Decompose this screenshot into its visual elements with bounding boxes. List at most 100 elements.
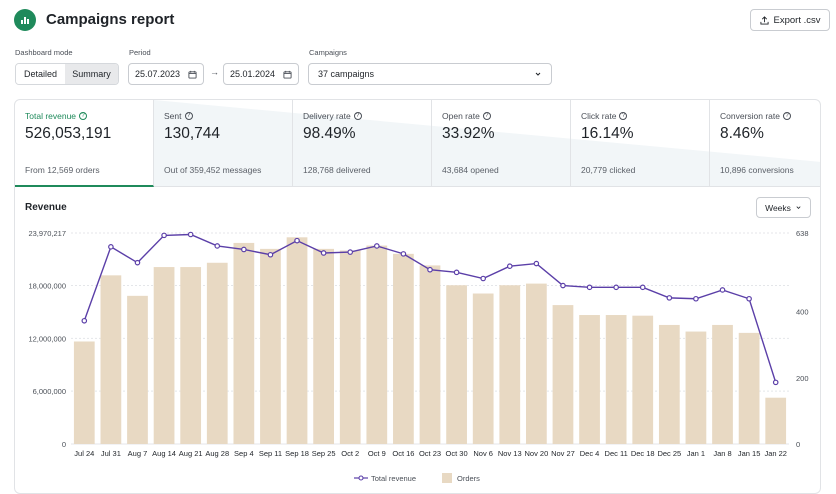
export-csv-button[interactable]: Export .csv [750, 9, 830, 31]
x-tick-label: Aug 28 [205, 449, 229, 458]
bar-orders [712, 324, 733, 444]
metric-value: 8.46% [720, 125, 764, 142]
bar-orders [446, 285, 467, 444]
bar-orders [579, 315, 600, 444]
granularity-value: Weeks [765, 202, 791, 213]
help-icon: ? [79, 112, 88, 120]
metric-label: Open rate [442, 111, 480, 121]
point-total-revenue [374, 243, 380, 249]
y-right-tick-label: 200 [796, 374, 809, 383]
metric-value: 526,053,191 [25, 125, 112, 142]
bar-orders [525, 283, 547, 444]
point-total-revenue [108, 244, 114, 250]
point-total-revenue [719, 287, 726, 293]
legend-label: Total revenue [371, 474, 416, 483]
x-tick-label: Jan 22 [764, 449, 787, 458]
date-from-input[interactable]: 25.07.2023 [128, 63, 204, 85]
metric-delivery-rate[interactable]: Delivery rate? 98.49% 128,768 delivered [293, 100, 432, 186]
x-tick-label: Dec 11 [605, 449, 628, 458]
help-icon: ? [619, 112, 628, 120]
mode-detailed-option[interactable]: Detailed [16, 64, 65, 84]
metric-sub: 10,896 conversions [720, 165, 794, 175]
y-left-tick-label: 23,970,217 [28, 229, 66, 238]
x-tick-label: Nov 6 [473, 449, 493, 458]
point-total-revenue [400, 251, 407, 257]
dashboard-mode-label: Dashboard mode [15, 48, 73, 57]
bar-orders [153, 267, 175, 444]
point-total-revenue [294, 237, 300, 244]
bar-orders [313, 248, 335, 444]
metric-value: 16.14% [581, 125, 634, 142]
metric-label: Click rate [581, 111, 617, 121]
metric-sub: 43,684 opened [442, 165, 499, 175]
x-tick-label: Nov 27 [551, 449, 575, 458]
bar-orders [685, 331, 707, 444]
y-right-tick-label: 400 [796, 308, 809, 317]
point-total-revenue [506, 263, 513, 269]
y-right-tick-label: 0 [796, 440, 800, 449]
point-total-revenue [639, 284, 646, 291]
bar-orders [765, 397, 787, 444]
bar-orders [499, 285, 521, 444]
bar-orders [180, 267, 202, 444]
point-total-revenue [533, 260, 540, 267]
bar-orders [658, 324, 680, 444]
bar-orders [339, 250, 361, 444]
chart-title: Revenue [25, 202, 67, 213]
bar-orders [472, 293, 494, 444]
bar-orders [552, 305, 574, 444]
metrics-background-shape [154, 100, 820, 186]
chart-bar-logo-icon [14, 9, 36, 31]
point-total-revenue [241, 246, 247, 253]
dashboard-mode-toggle[interactable]: Detailed Summary [15, 63, 119, 85]
legend-line-marker [358, 475, 364, 481]
point-total-revenue [267, 251, 274, 258]
x-tick-label: Jul 31 [101, 449, 121, 458]
point-total-revenue [772, 379, 779, 386]
y-left-tick-label: 12,000,000 [28, 334, 66, 343]
bar-orders [632, 315, 654, 444]
chevron-down-icon [796, 206, 801, 209]
x-tick-label: Sep 4 [234, 449, 254, 458]
point-total-revenue [560, 282, 566, 289]
bar-orders [366, 245, 388, 444]
metric-value: 33.92% [442, 125, 495, 142]
point-total-revenue [134, 259, 141, 266]
x-tick-label: Jan 1 [687, 449, 705, 458]
x-tick-label: Dec 4 [580, 449, 600, 458]
point-total-revenue [214, 243, 221, 249]
page-title: Campaigns report [46, 11, 175, 28]
point-total-revenue [81, 317, 88, 324]
metric-open-rate[interactable]: Open rate? 33.92% 43,684 opened [432, 100, 571, 186]
x-tick-label: Dec 25 [657, 449, 681, 458]
campaigns-label: Campaigns [309, 48, 347, 57]
metric-conversion-rate[interactable]: Conversion rate? 8.46% 10,896 conversion… [710, 100, 820, 186]
date-to-input[interactable]: 25.01.2024 [223, 63, 299, 85]
point-total-revenue [347, 249, 354, 255]
metric-label: Delivery rate [303, 111, 351, 121]
bar-orders [127, 295, 148, 444]
metric-total-revenue[interactable]: Total revenue? 526,053,191 From 12,569 o… [15, 100, 154, 187]
x-tick-label: Aug 21 [179, 449, 203, 458]
campaigns-select[interactable]: 37 campaigns [308, 63, 552, 85]
help-icon: ? [482, 112, 491, 120]
metric-value: 98.49% [303, 125, 356, 142]
point-total-revenue [427, 266, 433, 273]
metric-click-rate[interactable]: Click rate? 16.14% 20,779 clicked [571, 100, 710, 186]
y-left-tick-label: 0 [62, 440, 66, 449]
x-tick-label: Sep 11 [259, 449, 282, 458]
metrics-row: Total revenue? 526,053,191 From 12,569 o… [15, 100, 820, 187]
bar-orders [100, 275, 122, 444]
bar-orders [605, 315, 627, 444]
bar-orders [393, 253, 414, 444]
x-tick-label: Aug 14 [152, 449, 176, 458]
granularity-select[interactable]: Weeks [756, 197, 811, 218]
mode-summary-option[interactable]: Summary [65, 64, 118, 84]
metric-sent[interactable]: Sent? 130,744 Out of 359,452 messages [154, 100, 293, 186]
chevron-down-icon [535, 72, 541, 76]
point-total-revenue [613, 284, 619, 291]
point-total-revenue [187, 231, 194, 238]
metric-sub: 20,779 clicked [581, 165, 636, 175]
x-tick-label: Jan 8 [713, 449, 731, 458]
arrow-right-icon: → [210, 67, 219, 77]
